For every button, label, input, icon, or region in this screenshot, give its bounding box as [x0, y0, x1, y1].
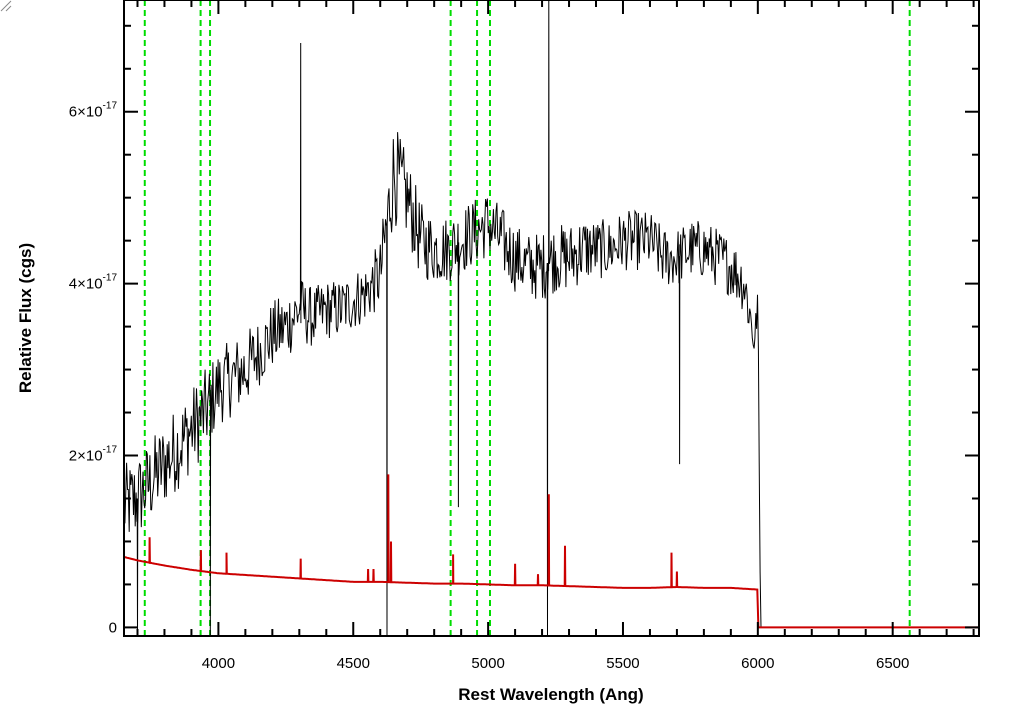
x-tick-label: 4000 — [202, 655, 235, 672]
model-series-line — [124, 474, 979, 629]
y-tick-label: 6×10-17 — [69, 101, 118, 121]
x-axis-title: Rest Wavelength (Ang) — [458, 685, 643, 704]
y-axis-ticks: 0 2×10-17 4×10-17 6×10-17 — [69, 24, 979, 636]
resize-grip-icon[interactable] — [0, 0, 12, 12]
x-tick-label: 5000 — [471, 655, 504, 672]
flux-series-line — [124, 0, 979, 636]
plot-frame — [123, 0, 980, 637]
y-tick-label: 4×10-17 — [69, 273, 118, 293]
y-tick-label: 2×10-17 — [69, 445, 118, 465]
y-axis-title: Relative Flux (cgs) — [16, 243, 35, 393]
x-tick-label: 6500 — [876, 655, 909, 672]
x-axis-ticks: 4000 4500 5000 5500 6000 6500 — [136, 0, 975, 672]
y-tick-label: 0 — [109, 619, 117, 636]
x-tick-label: 5500 — [606, 655, 639, 672]
x-tick-label: 6000 — [741, 655, 774, 672]
x-tick-label: 4500 — [337, 655, 370, 672]
